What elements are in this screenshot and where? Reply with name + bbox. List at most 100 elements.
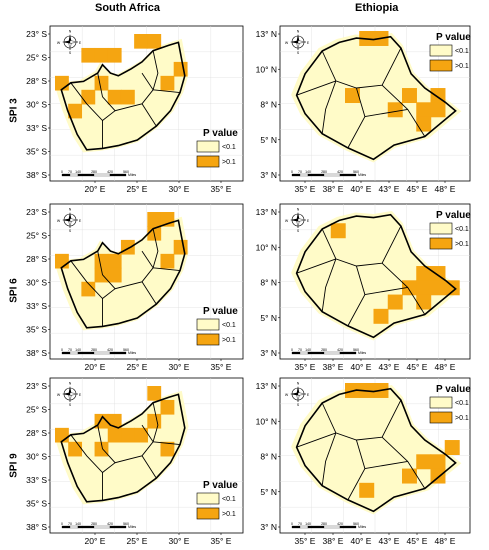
scale-bar-segment — [339, 173, 357, 177]
scale-bar-label: 140 — [305, 170, 311, 174]
compass-icon: N S W E — [57, 382, 82, 408]
cell-p-gt-0.1 — [416, 116, 432, 132]
x-tick-label: 35° E — [211, 184, 232, 194]
compass-needle-west — [62, 392, 70, 396]
legend-swatch — [196, 155, 220, 168]
legend-label: >0.1 — [455, 63, 469, 70]
legend-swatch — [429, 44, 453, 57]
scale-bar-label: 560 — [353, 170, 359, 174]
legend: P value <0.1 >0.1 — [429, 384, 471, 424]
cell-p-gt-0.1 — [120, 89, 135, 105]
x-tick-label: 20° E — [85, 536, 106, 546]
y-tick-label: 38° S — [26, 348, 47, 358]
x-tick-label: 30° E — [169, 536, 190, 546]
scale-bar-label: 70 — [298, 522, 302, 526]
scale-bar-label: 140 — [75, 348, 81, 352]
compass-needle-west — [62, 40, 70, 44]
cell-p-gt-0.1 — [68, 103, 83, 119]
x-tick-label: 40° E — [351, 362, 372, 372]
y-tick-label: 8° N — [260, 452, 277, 462]
compass-needle-north — [68, 386, 72, 394]
compass-needle-north — [68, 212, 72, 220]
cell-p-gt-0.1 — [107, 89, 122, 105]
province-border — [153, 441, 181, 446]
scale-bar-label: 420 — [337, 348, 343, 352]
province-border — [70, 82, 116, 122]
y-tick-label: 8° N — [260, 100, 277, 110]
cell-p-gt-0.1 — [416, 266, 432, 282]
scale-bar-label: 0 — [61, 522, 63, 526]
scale-bar-segment — [109, 173, 127, 177]
scale-bar-label: 70 — [68, 522, 72, 526]
compass-needle-north — [68, 34, 72, 42]
scale-bar-label: 560 — [123, 170, 129, 174]
legend-swatch — [196, 507, 220, 520]
y-tick-label: 38° S — [26, 170, 47, 180]
x-tick-label: 35° E — [211, 362, 232, 372]
compass-label-s: S — [69, 403, 72, 407]
cell-p-gt-0.1 — [430, 454, 446, 470]
province-border — [152, 228, 159, 268]
cell-p-gt-0.1 — [147, 212, 162, 227]
compass-label-e: E — [79, 41, 82, 45]
x-tick-label: 38° E — [323, 536, 344, 546]
x-tick-label: 30° E — [169, 184, 190, 194]
cell-p-gt-0.1 — [134, 427, 148, 443]
country-border — [60, 219, 186, 329]
y-tick-label: 3° N — [260, 170, 277, 180]
y-tick-label: 10° N — [256, 416, 277, 426]
y-tick-label: 28° S — [26, 428, 47, 438]
province-border — [141, 455, 157, 479]
compass-label-e: E — [79, 393, 82, 397]
cell-p-gt-0.1 — [416, 280, 432, 296]
scale-bar-label: 0 — [291, 348, 293, 352]
country-fill — [296, 214, 456, 338]
province-border — [97, 424, 154, 464]
x-tick-label: 40° E — [351, 536, 372, 546]
y-tick-label: 13° N — [256, 381, 277, 391]
legend-swatch — [429, 396, 453, 409]
scale-bar-unit: Miles — [358, 173, 366, 177]
x-tick-label: 48° E — [435, 184, 456, 194]
compass-label-s: S — [297, 51, 300, 55]
scale-bar-label: 420 — [337, 522, 343, 526]
x-tick-label: 43° E — [379, 362, 400, 372]
cell-p-gt-0.1 — [373, 308, 389, 324]
x-tick-label: 20° E — [85, 184, 106, 194]
cell-p-gt-0.1 — [134, 34, 148, 49]
country-border — [295, 387, 457, 513]
cell-p-gt-0.1 — [107, 427, 122, 443]
legend: P value <0.1 >0.1 — [429, 32, 471, 72]
legend-title: P value — [203, 306, 238, 317]
legend-title: P value — [203, 128, 238, 139]
compass-icon: N S W E — [285, 208, 310, 234]
y-tick-label: 13° N — [256, 207, 277, 217]
x-tick-label: 45° E — [407, 362, 428, 372]
province-border — [296, 258, 337, 274]
province-border — [296, 80, 337, 96]
compass-label-w: W — [57, 219, 61, 223]
scale-bar-unit: Miles — [358, 351, 366, 355]
scale-bar-segment — [299, 525, 309, 529]
cell-p-gt-0.1 — [94, 267, 109, 283]
province-border — [70, 434, 116, 474]
legend: P value <0.1 >0.1 — [196, 306, 238, 346]
cell-p-gt-0.1 — [387, 102, 403, 118]
significance-cells — [55, 34, 188, 119]
x-tick-label: 30° E — [169, 362, 190, 372]
scale-bar-segment — [291, 525, 301, 529]
province-border — [321, 432, 337, 486]
y-tick-label: 10° N — [256, 64, 277, 74]
x-tick-label: 35° E — [295, 184, 316, 194]
significance-cells — [345, 31, 446, 132]
scale-bar-label: 420 — [337, 170, 343, 174]
scale-bar-segment — [109, 525, 127, 529]
legend: P value <0.1 >0.1 — [196, 128, 238, 168]
